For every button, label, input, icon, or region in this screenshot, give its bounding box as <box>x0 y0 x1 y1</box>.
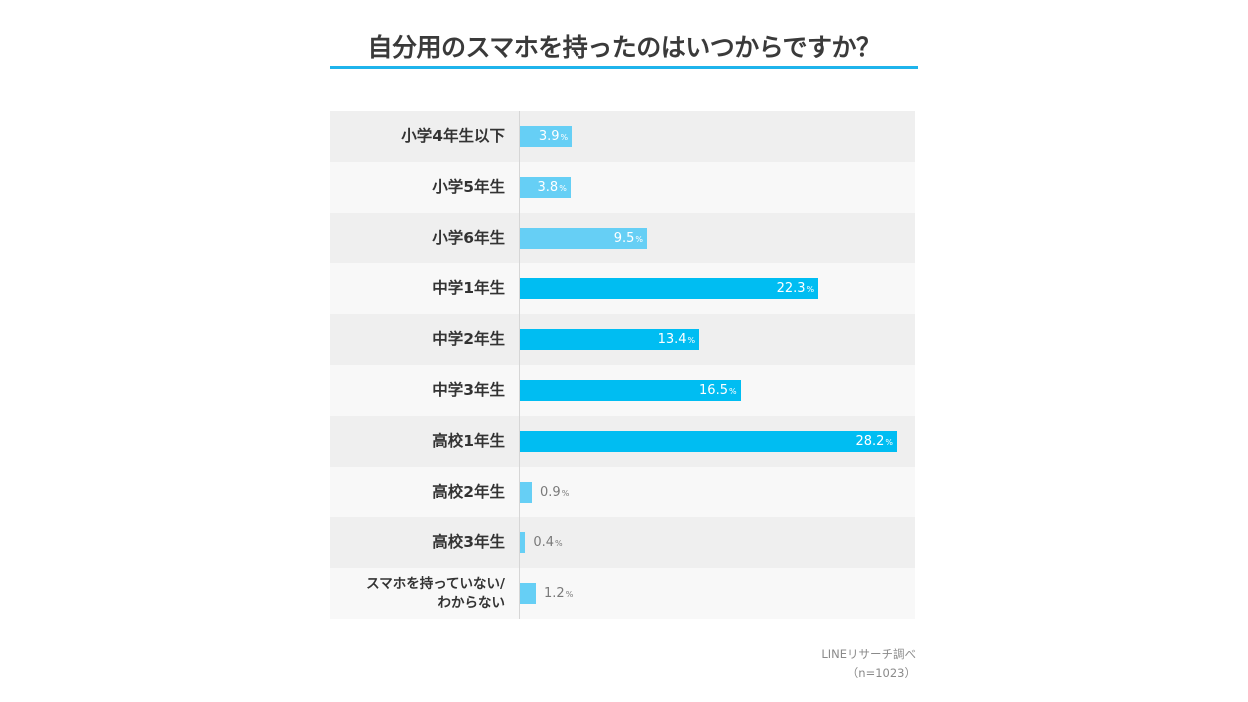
value-label: 22.3 <box>776 281 806 297</box>
percent-sign: % <box>561 488 570 498</box>
data-label: 0.4% <box>533 532 562 553</box>
category-label: 高校3年生 <box>432 533 505 552</box>
value-label: 3.9 <box>538 129 560 144</box>
data-label: 0.9% <box>540 482 569 503</box>
category-label: 中学3年生 <box>432 381 505 399</box>
chart-row <box>330 111 915 162</box>
percent-sign: % <box>806 285 815 295</box>
bar <box>520 380 741 401</box>
y-axis-line <box>519 111 520 619</box>
percent-sign: % <box>728 387 737 396</box>
bar <box>520 329 700 351</box>
chart-row <box>330 466 915 518</box>
data-label: 3.9% <box>539 126 568 147</box>
bar <box>520 583 537 605</box>
value-label: 28.2 <box>855 433 885 449</box>
data-label: 9.5% <box>614 228 643 249</box>
chart-row <box>330 517 915 569</box>
category-label: 小学4年生以下 <box>401 127 505 145</box>
category-label: 小学6年生 <box>432 228 505 247</box>
value-label: 16.5 <box>699 383 728 398</box>
bar-chart: 小学4年生以下 3.9% 小学5年生 3.8% 小学6年生 9.5% 中学1年生 22.3% 中… <box>330 111 915 620</box>
value-label: 0.4 <box>533 535 555 551</box>
value-label: 9.5 <box>613 230 635 246</box>
data-label: 22.3% <box>777 278 815 299</box>
bar <box>520 278 819 300</box>
percent-sign: % <box>565 590 574 600</box>
percent-sign: % <box>687 336 696 346</box>
title-underline <box>330 66 918 69</box>
chart-title: 自分用のスマホを持ったのはいつからですか？ <box>367 33 881 62</box>
percent-sign: % <box>555 539 563 549</box>
data-label: 28.2% <box>855 431 893 452</box>
value-label: 13.4 <box>657 332 687 348</box>
percent-sign: % <box>885 437 893 447</box>
chart-row <box>330 161 915 213</box>
bar <box>520 430 897 452</box>
source-note: LINEリサーチ調べ （n=1023） <box>821 645 916 683</box>
category-label: スマホを持っていない/ わからない <box>366 575 505 611</box>
value-label: 1.2 <box>544 586 565 602</box>
category-label: 中学2年生 <box>432 330 505 349</box>
data-label: 1.2% <box>544 583 573 604</box>
data-label: 16.5% <box>699 380 737 401</box>
percent-sign: % <box>560 133 569 142</box>
bar <box>520 176 571 198</box>
data-label: 3.8% <box>538 177 567 198</box>
chart-row <box>330 568 915 620</box>
source-line: LINEリサーチ調べ <box>821 647 916 661</box>
value-label: 3.8 <box>537 179 559 195</box>
category-label: 小学5年生 <box>432 177 505 196</box>
bar <box>520 126 573 147</box>
bar <box>520 532 526 554</box>
category-label: 中学1年生 <box>432 279 505 298</box>
percent-sign: % <box>559 183 567 193</box>
sample-size: （n=1023） <box>846 666 916 680</box>
bar <box>520 227 647 249</box>
value-label: 0.9 <box>540 484 561 500</box>
percent-sign: % <box>635 234 644 244</box>
category-label: 高校1年生 <box>432 431 505 450</box>
category-label: 高校2年生 <box>432 482 505 501</box>
bar <box>520 481 533 503</box>
data-label: 13.4% <box>658 329 696 350</box>
